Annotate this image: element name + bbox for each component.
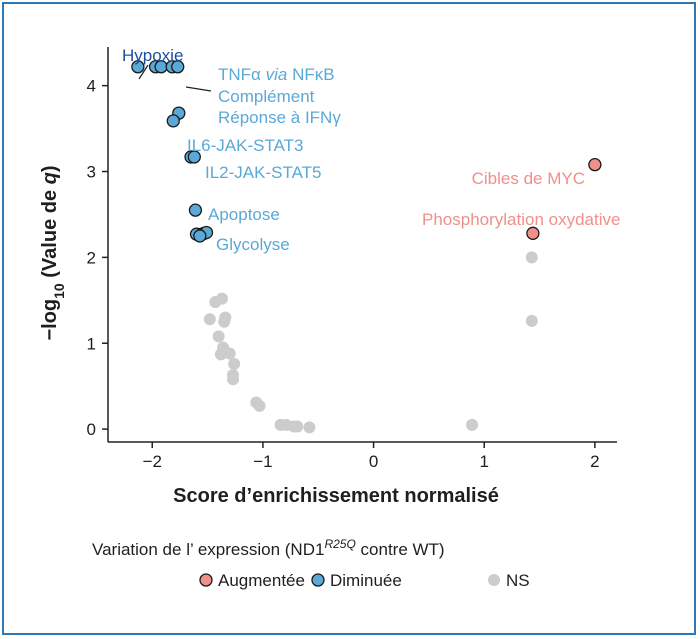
y-axis-title-mid: (Value de	[39, 184, 61, 283]
x-axis-title: Score d’enrichissement normalisé	[173, 485, 499, 507]
y-axis-title-end: )	[39, 165, 61, 172]
legend-marker-ns	[488, 574, 500, 586]
data-point-down	[193, 229, 207, 243]
leader-hypoxie	[138, 64, 149, 80]
data-point-ns	[227, 373, 240, 386]
legend-label-up: Augmentée	[218, 571, 305, 590]
data-point-ns	[253, 399, 266, 412]
y-ticks: 0 1 2 3 4	[87, 77, 108, 439]
data-point-ns	[303, 421, 316, 434]
annotation-hypoxie: Hypoxie	[122, 46, 183, 65]
annotation-tnfa: TNFα via NFκB	[218, 65, 335, 84]
x-tick-label: −1	[253, 452, 272, 471]
y-axis-title-sub: 10	[51, 283, 67, 299]
x-ticks: −2 −1 0 1 2	[143, 442, 600, 471]
data-point-up	[526, 226, 540, 240]
y-tick-label: 1	[87, 334, 96, 353]
y-axis-title: −log10 (Value de q)	[39, 165, 67, 340]
legend-items: Augmentée Diminuée NS	[199, 571, 530, 590]
data-point-ns	[215, 292, 228, 305]
data-point-ns	[218, 315, 231, 328]
axes: −2 −1 0 1 2 0 1 2 3 4	[87, 47, 617, 471]
y-axis-title-q: q	[39, 172, 61, 184]
data-point-ns	[466, 418, 479, 431]
legend-marker-up	[199, 573, 213, 587]
data-point-down	[187, 150, 201, 164]
annotation-leaders	[138, 64, 212, 92]
x-tick-label: 1	[479, 452, 488, 471]
data-point-ns	[291, 420, 304, 433]
annotation-tnfa-part: TNFα	[218, 65, 266, 84]
x-tick-label: −2	[143, 452, 162, 471]
legend-title-sup: R25Q	[324, 537, 355, 551]
legend-title: Variation de l’ expression (ND1R25Q cont…	[92, 537, 445, 559]
annotation-il2: IL2-JAK-STAT5	[205, 163, 322, 182]
y-axis-title-log: −log	[39, 299, 61, 341]
data-point-ns	[525, 314, 538, 327]
data-point-ns	[228, 357, 241, 370]
annotation-glycolyse: Glycolyse	[216, 235, 290, 254]
annotation-myc: Cibles de MYC	[472, 169, 585, 188]
data-point-down	[188, 203, 203, 217]
leader-tnfa	[185, 86, 212, 92]
data-point-down	[166, 114, 180, 128]
annotation-oxphos: Phosphorylation oxydative	[422, 210, 620, 229]
y-tick-label: 2	[87, 248, 96, 267]
annotations: Hypoxie TNFα via NFκB Complément Réponse à …	[122, 46, 620, 254]
data-point-ns	[525, 251, 538, 264]
y-tick-label: 3	[87, 163, 96, 182]
data-point-down	[171, 60, 185, 74]
annotation-apoptose: Apoptose	[208, 205, 280, 224]
y-tick-label: 4	[87, 77, 96, 96]
annotation-tnfa-part: via	[266, 65, 288, 84]
annotation-tnfa-part: NFκB	[287, 65, 334, 84]
data-point-up	[588, 157, 602, 172]
data-point-ns	[203, 313, 216, 326]
legend-label-ns: NS	[506, 571, 530, 590]
legend: Variation de l’ expression (ND1R25Q cont…	[92, 537, 530, 590]
annotation-complement: Complément	[218, 87, 315, 106]
annotation-il6: IL6-JAK-STAT3	[187, 136, 304, 155]
annotation-ifng: Réponse à IFNγ	[218, 108, 341, 127]
data-point-ns	[223, 347, 236, 360]
legend-label-down: Diminuée	[330, 571, 402, 590]
legend-title-pre: Variation de l’ expression (ND1	[92, 540, 324, 559]
data-point-ns	[214, 348, 227, 361]
x-tick-label: 0	[369, 452, 378, 471]
x-tick-label: 2	[590, 452, 599, 471]
legend-marker-down	[311, 573, 325, 587]
y-tick-label: 0	[87, 420, 96, 439]
data-point-ns	[212, 330, 225, 343]
legend-title-post: contre WT)	[356, 540, 445, 559]
data-points	[131, 60, 602, 434]
data-point-down	[131, 60, 145, 74]
